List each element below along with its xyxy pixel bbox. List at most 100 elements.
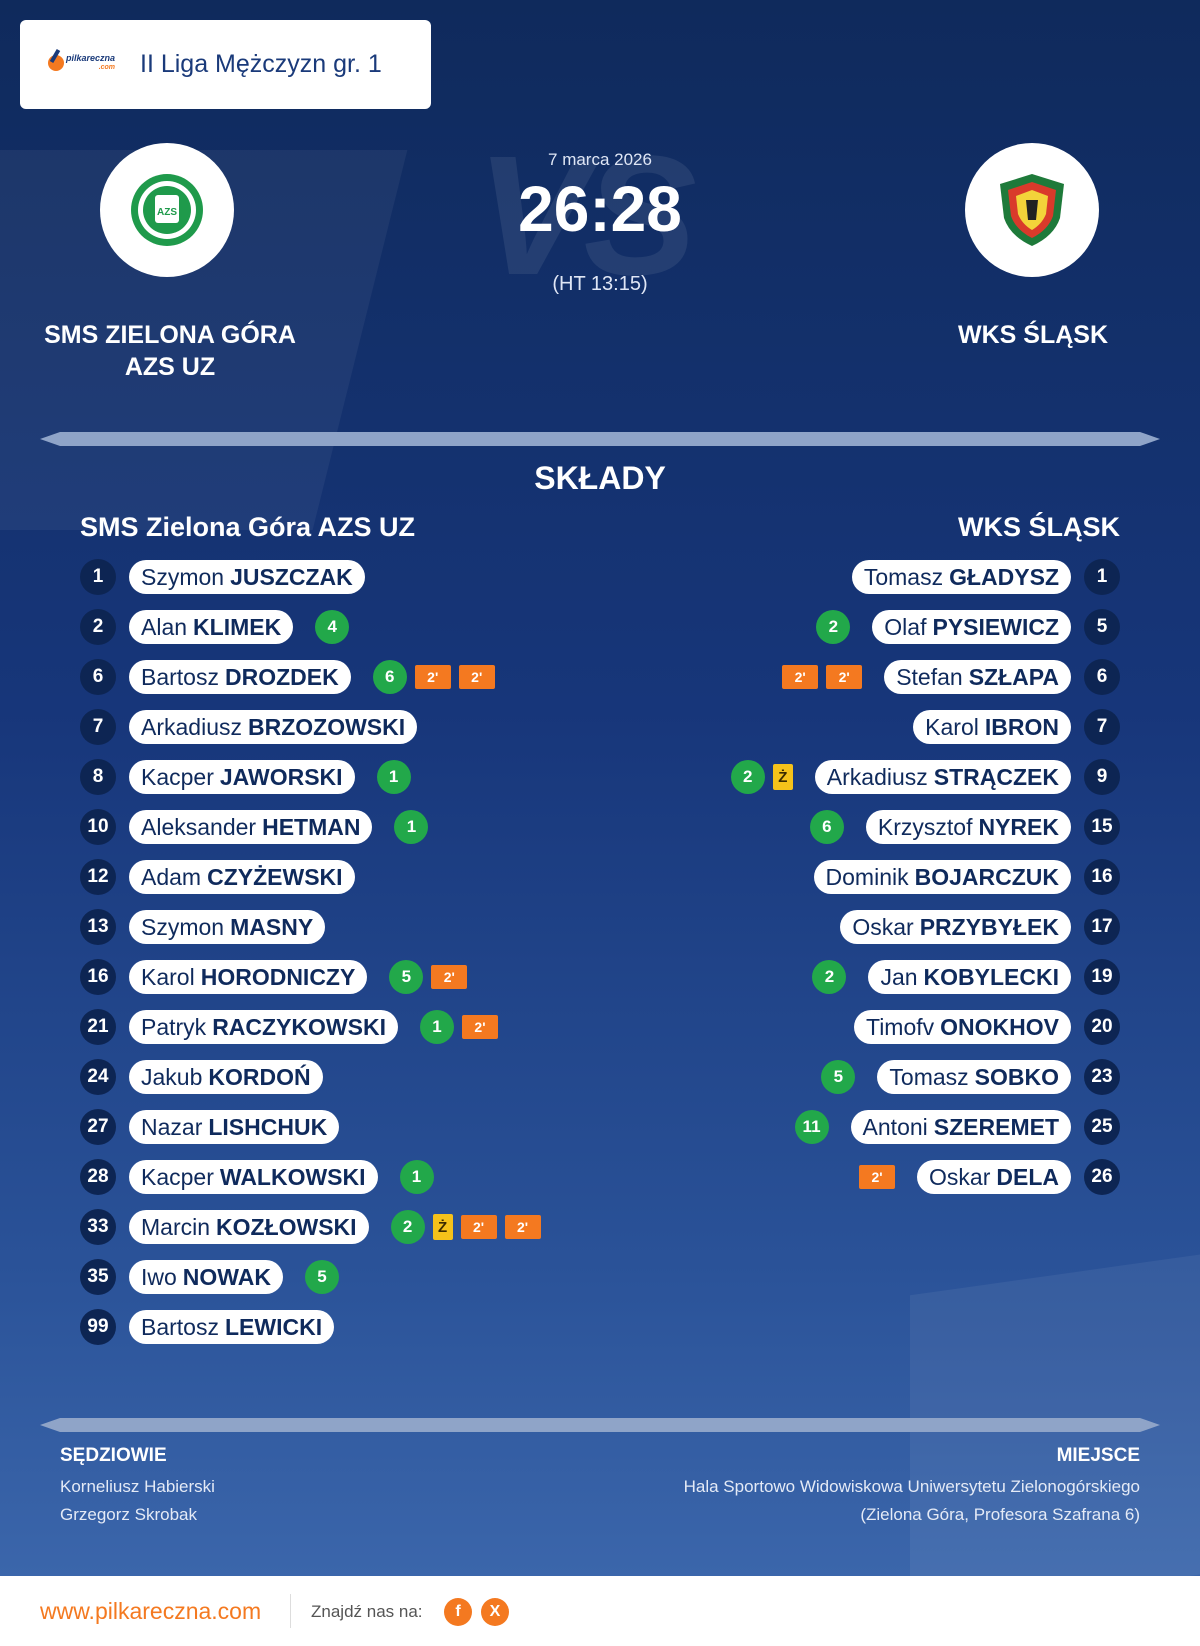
player-row: 19 Jan KOBYLECKI 2 <box>812 959 1120 995</box>
player-row: 9 Arkadiusz STRĄCZEK Ż 2 <box>730 759 1120 795</box>
goals-badge: 4 <box>315 610 350 644</box>
player-first-name: Arkadiusz <box>141 713 242 740</box>
player-last-name: SZEREMET <box>933 1113 1059 1140</box>
player-name: Jakub KORDOŃ <box>129 1060 323 1094</box>
halftime-score: (HT 13:15) <box>552 273 648 295</box>
vs-watermark: VS <box>476 121 697 311</box>
player-last-name: HETMAN <box>262 813 361 840</box>
suspension-badge: 2' <box>458 665 495 689</box>
player-name: Krzysztof NYREK <box>865 810 1071 844</box>
player-name: Bartosz LEWICKI <box>129 1310 335 1344</box>
referees-title: SĘDZIOWIE <box>60 1445 167 1466</box>
player-name: Patryk RACZYKOWSKI <box>129 1010 398 1044</box>
player-number: 19 <box>1084 959 1120 995</box>
player-number: 25 <box>1084 1109 1120 1145</box>
player-number: 1 <box>80 559 116 595</box>
player-number: 6 <box>80 659 116 695</box>
goals-badge: 6 <box>372 660 407 694</box>
player-name: Oskar DELA <box>917 1160 1071 1194</box>
player-row: 99 Bartosz LEWICKI <box>80 1309 335 1345</box>
player-number: 2 <box>80 609 116 645</box>
player-last-name: NYREK <box>978 813 1059 840</box>
player-number: 6 <box>1084 659 1120 695</box>
player-first-name: Antoni <box>862 1113 928 1140</box>
player-first-name: Alan <box>141 613 188 640</box>
player-name: Dominik BOJARCZUK <box>813 860 1071 894</box>
player-name: Olaf PYSIEWICZ <box>872 610 1071 644</box>
facebook-icon[interactable]: f <box>444 1598 472 1626</box>
background-shape <box>910 1244 1200 1576</box>
player-last-name: IBRON <box>984 713 1059 740</box>
player-number: 7 <box>1084 709 1120 745</box>
lineups-title: SKŁADY <box>534 460 666 496</box>
player-number: 24 <box>80 1059 116 1095</box>
section-divider <box>40 432 1160 446</box>
player-name: Kacper WALKOWSKI <box>129 1160 378 1194</box>
goals-badge: 2 <box>812 960 847 994</box>
player-first-name: Karol <box>141 963 195 990</box>
player-number: 9 <box>1084 759 1120 795</box>
player-first-name: Krzysztof <box>877 813 973 840</box>
away-team-logo-icon[interactable] <box>965 143 1099 277</box>
player-last-name: KLIMEK <box>193 613 282 640</box>
pilkareczna-logo-icon[interactable]: pilkareczna .com <box>48 48 122 78</box>
player-first-name: Aleksander <box>141 813 257 840</box>
player-first-name: Adam <box>141 863 202 890</box>
suspension-badge: 2' <box>826 665 863 689</box>
goals-badge: 11 <box>794 1110 829 1144</box>
player-last-name: SZŁAPA <box>968 663 1059 690</box>
suspension-badge: 2' <box>461 1015 498 1039</box>
suspension-badge: 2' <box>414 665 451 689</box>
player-number: 26 <box>1084 1159 1120 1195</box>
goals-badge: 1 <box>419 1010 454 1044</box>
player-row: 6 Stefan SZŁAPA 2' 2' <box>782 659 1120 695</box>
home-team-logo-icon[interactable]: AZS <box>100 143 234 277</box>
player-row: 2 Alan KLIMEK 4 <box>80 609 350 645</box>
player-first-name: Karol <box>925 713 979 740</box>
player-number: 17 <box>1084 909 1120 945</box>
player-name: Szymon JUSZCZAK <box>129 560 365 594</box>
away-roster-title: WKS ŚLĄSK <box>958 512 1120 542</box>
website-link[interactable]: www.pilkareczna.com <box>40 1598 262 1624</box>
goals-badge: 5 <box>821 1060 856 1094</box>
player-row: 35 Iwo NOWAK 5 <box>80 1259 339 1295</box>
player-row: 1 Szymon JUSZCZAK <box>80 559 365 595</box>
player-name: Adam CZYŻEWSKI <box>129 860 355 894</box>
player-row: 20 Timofv ONOKHOV <box>854 1009 1120 1045</box>
player-first-name: Szymon <box>141 913 225 940</box>
player-last-name: ONOKHOV <box>940 1013 1059 1040</box>
player-row: 6 Bartosz DROZDEK 6 2' 2' <box>80 659 495 695</box>
venue-address: (Zielona Góra, Profesora Szafrana 6) <box>860 1505 1140 1524</box>
player-first-name: Bartosz <box>141 663 219 690</box>
find-us-label: Znajdź nas na: <box>311 1602 423 1621</box>
player-first-name: Marcin <box>141 1213 211 1240</box>
player-number: 5 <box>1084 609 1120 645</box>
player-last-name: WALKOWSKI <box>219 1163 366 1190</box>
player-last-name: JAWORSKI <box>219 763 343 790</box>
player-first-name: Oskar <box>852 913 914 940</box>
player-number: 21 <box>80 1009 116 1045</box>
player-number: 35 <box>80 1259 116 1295</box>
player-first-name: Szymon <box>141 563 225 590</box>
player-name: Aleksander HETMAN <box>129 810 373 844</box>
player-first-name: Arkadiusz <box>826 763 928 790</box>
player-first-name: Bartosz <box>141 1313 219 1340</box>
goals-badge: 2 <box>390 1210 425 1244</box>
match-date: 7 marca 2026 <box>548 150 652 169</box>
referee-name: Grzegorz Skrobak <box>60 1505 197 1524</box>
player-name: Karol HORODNICZY <box>129 960 368 994</box>
x-icon[interactable]: X <box>481 1598 509 1626</box>
suspension-badge: 2' <box>431 965 468 989</box>
player-last-name: BRZOZOWSKI <box>247 713 406 740</box>
player-last-name: STRĄCZEK <box>933 763 1059 790</box>
player-row: 17 Oskar PRZYBYŁEK <box>840 909 1120 945</box>
player-first-name: Stefan <box>896 663 963 690</box>
player-first-name: Kacper <box>141 1163 214 1190</box>
player-name: Iwo NOWAK <box>129 1260 283 1294</box>
player-row: 21 Patryk RACZYKOWSKI 1 2' <box>80 1009 498 1045</box>
player-first-name: Tomasz <box>863 563 944 590</box>
player-number: 16 <box>80 959 116 995</box>
goals-badge: 5 <box>304 1260 339 1294</box>
player-first-name: Tomasz <box>889 1063 969 1090</box>
home-team-name: SMS ZIELONA GÓRA AZS UZ <box>44 321 296 381</box>
